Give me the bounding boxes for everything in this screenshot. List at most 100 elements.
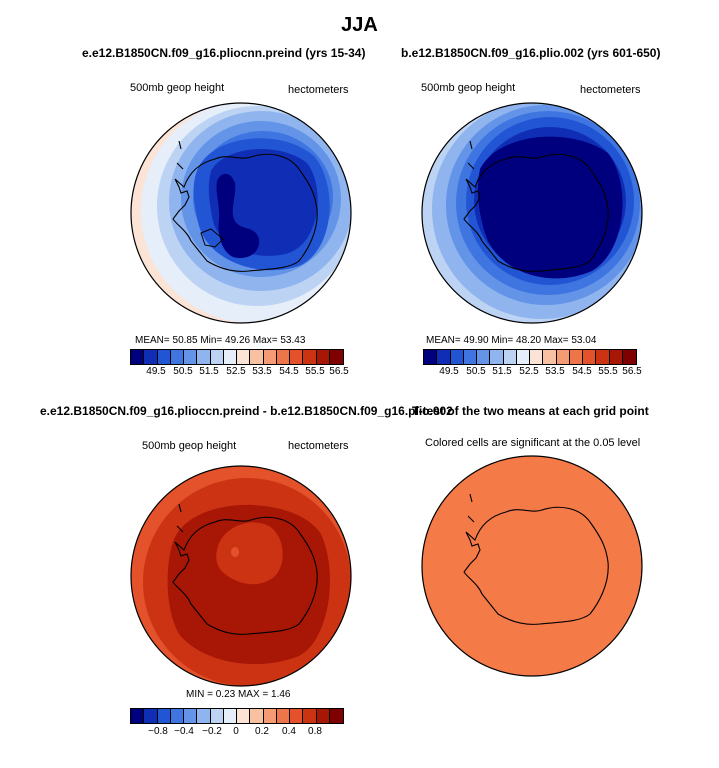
panel-4-map [421, 455, 643, 677]
panel-4-map-boundary [421, 455, 643, 677]
panel-1-colorbar-swatch [131, 350, 145, 364]
panel-1-colorbar-swatch [329, 350, 343, 364]
panel-2-colorbar-swatch [490, 350, 504, 364]
panel-1-tick: 51.5 [199, 366, 219, 377]
panel-3-colorbar-swatch [329, 709, 343, 723]
panel-2-tick: 56.5 [622, 366, 642, 377]
panel-3-colorbar-swatch [263, 709, 277, 723]
panel-2-colorbar-swatch [450, 350, 464, 364]
panel-2-tick: 52.5 [519, 366, 539, 377]
panel-3-colorbar-swatch [250, 709, 264, 723]
panel-3-map-boundary [130, 465, 352, 687]
panel-3-field-level-0.8-inner [216, 522, 283, 585]
panel-2-colorbar-swatch [569, 350, 583, 364]
panel-3-tick: 0.4 [282, 726, 296, 737]
panel-1-colorbar-swatch [170, 350, 184, 364]
panel-1-map-boundary [130, 102, 352, 324]
panel-1-tick: 50.5 [173, 366, 193, 377]
panel-1-colorbar-swatch [197, 350, 211, 364]
panel-1-field-level-49.5 [216, 173, 260, 259]
panel-1-tick: 56.5 [329, 366, 349, 377]
panel-1-colorbar-swatch [316, 350, 330, 364]
panel-2-colorbar [423, 349, 637, 365]
panel-3-colorbar [130, 708, 344, 724]
panel-3-map [130, 465, 352, 687]
panel-3-tick: 0.8 [308, 726, 322, 737]
panel-3-colorbar-swatch [316, 709, 330, 723]
page-title: JJA [341, 14, 378, 36]
panel-3-colorbar-swatch [144, 709, 158, 723]
panel-4-annotation: Colored cells are significant at the 0.0… [425, 437, 641, 449]
panel-4-title: T-test of the two means at each grid poi… [412, 404, 649, 418]
panel-1-colorbar-swatch [290, 350, 304, 364]
panel-3-colorbar-swatch [223, 709, 237, 723]
panel-2-units-label: hectometers [580, 84, 641, 96]
panel-3-colorbar-swatch [237, 709, 251, 723]
panel-3-title: e.e12.B1850CN.f09_g16.plioccn.preind - b… [40, 404, 453, 418]
panel-2-colorbar-swatch [503, 350, 517, 364]
panel-3-tick: −0.2 [202, 726, 222, 737]
panel-1-tick: 52.5 [226, 366, 246, 377]
panel-1-colorbar-swatch [263, 350, 277, 364]
panel-3-colorbar-swatch [131, 709, 145, 723]
panel-2-colorbar-swatch [516, 350, 530, 364]
panel-2-tick: 50.5 [466, 366, 486, 377]
panel-1-tick: 55.5 [305, 366, 325, 377]
panel-3-tick: 0 [233, 726, 239, 737]
panel-2-title: b.e12.B1850CN.f09_g16.plio.002 (yrs 601-… [401, 46, 661, 60]
panel-3-colorbar-swatch [197, 709, 211, 723]
panel-2-colorbar-swatch [530, 350, 544, 364]
panel-2-colorbar-swatch [543, 350, 557, 364]
panel-3-colorbar-swatch [303, 709, 317, 723]
panel-3-colorbar-swatch [210, 709, 224, 723]
panel-3-tick: 0.2 [255, 726, 269, 737]
panel-3-colorbar-swatch [290, 709, 304, 723]
panel-2-map [421, 102, 643, 324]
panel-2-colorbar-swatch [463, 350, 477, 364]
panel-3-variable-label: 500mb geop height [142, 440, 237, 452]
panel-3-coastline [172, 503, 318, 635]
panel-2-stats: MEAN= 49.90 Min= 48.20 Max= 53.04 [426, 335, 597, 346]
panel-3-colorbar-swatch [170, 709, 184, 723]
panel-1-ice-shelf-outline [200, 228, 224, 248]
panel-1-title: e.e12.B1850CN.f09_g16.pliocnn.preind (yr… [82, 46, 366, 60]
panel-3-stats: MIN = 0.23 MAX = 1.46 [186, 689, 291, 700]
panel-2-colorbar-swatch [556, 350, 570, 364]
panel-2-colorbar-swatch [596, 350, 610, 364]
panel-1-colorbar-swatch [157, 350, 171, 364]
panel-1-coastline [172, 140, 318, 272]
panel-2-colorbar-swatch [609, 350, 623, 364]
panel-2-coastline [463, 140, 609, 272]
panel-4-significant-cells [422, 456, 642, 676]
panel-3-tick: −0.8 [148, 726, 168, 737]
panel-3-colorbar-swatch [276, 709, 290, 723]
panel-2-tick: 54.5 [572, 366, 592, 377]
panel-2-variable-label: 500mb geop height [421, 82, 516, 94]
panel-3-colorbar-swatch [157, 709, 171, 723]
panel-4-coastline [463, 493, 609, 625]
panel-2-colorbar-swatch [437, 350, 451, 364]
panel-2-colorbar-swatch [622, 350, 636, 364]
panel-1-variable-label: 500mb geop height [130, 82, 225, 94]
panel-2-colorbar-swatch [583, 350, 597, 364]
panel-3-colorbar-swatch [184, 709, 198, 723]
panel-1-stats: MEAN= 50.85 Min= 49.26 Max= 53.43 [135, 335, 306, 346]
panel-3-tick: −0.4 [174, 726, 194, 737]
panel-2-map-boundary [421, 102, 643, 324]
panel-1-colorbar-swatch [303, 350, 317, 364]
panel-1-colorbar-swatch [223, 350, 237, 364]
panel-1-tick: 53.5 [252, 366, 272, 377]
panel-1-map [130, 102, 352, 324]
panel-1-colorbar [130, 349, 344, 365]
panel-1-tick: 54.5 [279, 366, 299, 377]
panel-1-colorbar-swatch [210, 350, 224, 364]
panel-1-colorbar-swatch [276, 350, 290, 364]
panel-1-colorbar-swatch [250, 350, 264, 364]
panel-2-tick: 51.5 [492, 366, 512, 377]
panel-1-colorbar-swatch [144, 350, 158, 364]
panel-2-colorbar-swatch [424, 350, 438, 364]
panel-2-tick: 49.5 [439, 366, 459, 377]
panel-2-colorbar-swatch [477, 350, 491, 364]
panel-2-tick: 55.5 [598, 366, 618, 377]
panel-1-units-label: hectometers [288, 84, 349, 96]
